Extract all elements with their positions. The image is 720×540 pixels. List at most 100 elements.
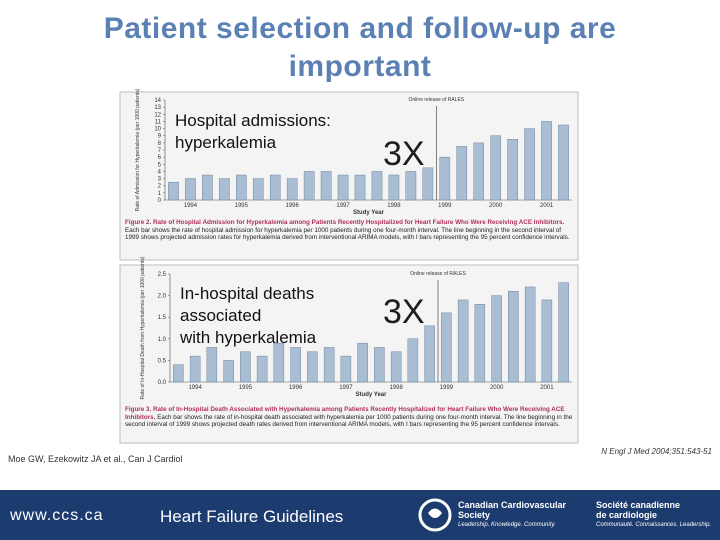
bar (456, 146, 468, 201)
bar (473, 142, 485, 201)
text: Society (458, 510, 491, 520)
annotation: Online release of RALES (410, 271, 466, 277)
text: Canadian Cardiovascular (458, 500, 567, 510)
text: Communauté. Connaissances. Leadership. (596, 522, 712, 528)
y-tick-label: 14 (154, 98, 161, 104)
y-tick-label: 5 (158, 162, 162, 168)
figure-frame (119, 91, 579, 261)
bar (558, 282, 569, 383)
text: Société canadienne (596, 500, 681, 510)
bar (405, 171, 417, 201)
bar (558, 124, 569, 201)
y-tick-label: 7 (158, 148, 162, 154)
bar (524, 286, 536, 383)
x-tick-label: 1996 (286, 203, 300, 209)
y-tick-label: 3 (158, 177, 162, 183)
overlay-label: In-hospital deaths associated with hyperka… (180, 283, 316, 349)
website[interactable]: www.ccs.ca (10, 507, 104, 524)
x-axis-label: Study Year (353, 210, 385, 216)
bar (508, 291, 519, 383)
logo (418, 498, 452, 532)
bar (273, 342, 285, 383)
bar (507, 139, 518, 201)
bar (240, 351, 251, 383)
multiplier: 3X (383, 135, 425, 173)
x-tick-label: 2000 (489, 203, 503, 209)
bar (354, 174, 366, 201)
logo-text: Société canadienne de cardiologie Communau… (596, 500, 711, 530)
x-tick-label: 1997 (336, 203, 350, 209)
bar (388, 174, 400, 201)
y-axis-label: Rate of In-Hospital Death from Hyperkale… (140, 256, 146, 399)
bar (269, 174, 281, 201)
bar (185, 178, 196, 201)
x-tick-label: 1995 (235, 203, 249, 209)
x-tick-label: 1998 (387, 203, 401, 209)
bar (256, 355, 268, 383)
text: Leadership. Knowledge. Community. (458, 522, 556, 528)
y-tick-label: 0.0 (158, 380, 167, 386)
y-tick-label: 0.5 (158, 358, 167, 364)
multiplier: 3X (383, 293, 425, 331)
y-tick-label: 2.5 (158, 272, 167, 278)
footer: www.ccs.ca Heart Failure Guidelines Cana… (0, 490, 720, 540)
footer-title: Heart Failure Guidelines (160, 507, 344, 526)
bar (303, 171, 315, 201)
bar (252, 178, 264, 201)
bar (357, 342, 368, 383)
bar (541, 121, 552, 201)
bar (439, 156, 451, 201)
y-tick-label: 0 (158, 198, 162, 204)
bar (236, 174, 247, 201)
y-axis-label: Rate of Admission for Hyperkalemia (per … (135, 88, 141, 211)
overlay-label: Hospital admissions: hyperkalemia (175, 110, 331, 154)
y-tick-label: 2 (158, 184, 162, 190)
bar (390, 351, 402, 383)
bar (168, 181, 179, 201)
bar (371, 171, 383, 201)
y-tick-label: 12 (154, 112, 161, 118)
citation: N Engl J Med 2004;351:543-51 (601, 447, 712, 456)
x-tick-label: 2001 (540, 203, 554, 209)
logo-text: Canadian Cardiovascular Society Leadership… (458, 500, 566, 530)
bar (223, 360, 234, 383)
y-tick-label: 2.0 (158, 294, 167, 300)
annotation: Online release of RALES (409, 97, 465, 103)
text: In-hospital deaths (180, 284, 315, 303)
title: important (288, 50, 432, 83)
x-tick-label: 1999 (440, 385, 454, 391)
y-tick-label: 10 (154, 127, 161, 133)
text: associated (180, 306, 262, 325)
bar (491, 295, 502, 383)
bar (407, 338, 419, 383)
caption: Figure 3. Rate of In-Hospital Death Asso… (125, 406, 573, 429)
bar (457, 299, 469, 383)
y-tick-label: 1.5 (158, 315, 167, 321)
y-tick-label: 1.0 (158, 337, 167, 343)
y-tick-label: 1 (158, 191, 162, 197)
bar (307, 351, 318, 383)
x-axis-label: Study Year (356, 392, 388, 398)
caption-title: Figure 2. Rate of Hospital Admission for… (125, 219, 565, 226)
x-tick-label: 1994 (184, 203, 198, 209)
x-tick-label: 1995 (239, 385, 253, 391)
bar (541, 299, 553, 383)
bar (286, 178, 298, 201)
bar (189, 355, 201, 383)
y-tick-label: 9 (158, 134, 162, 140)
bar (323, 347, 335, 383)
caption-body: Each bar shows the rate of hospital admi… (125, 226, 570, 242)
title: Patient selection and follow-up are (103, 12, 617, 45)
bar (340, 355, 352, 383)
y-tick-label: 6 (158, 155, 162, 161)
y-tick-label: 4 (158, 169, 162, 175)
caption-body: Each bar shows the rate of in-hospital d… (125, 413, 573, 429)
bar (474, 304, 486, 383)
bar (424, 325, 435, 383)
bar (206, 347, 218, 383)
caption-title: Figure 3. Rate of In-Hospital Death Asso… (125, 406, 565, 421)
text: de cardiologie (596, 510, 658, 520)
citation: Moe GW, Ezekowitz JA et al., Can J Cardi… (8, 454, 183, 464)
bar (320, 171, 332, 201)
